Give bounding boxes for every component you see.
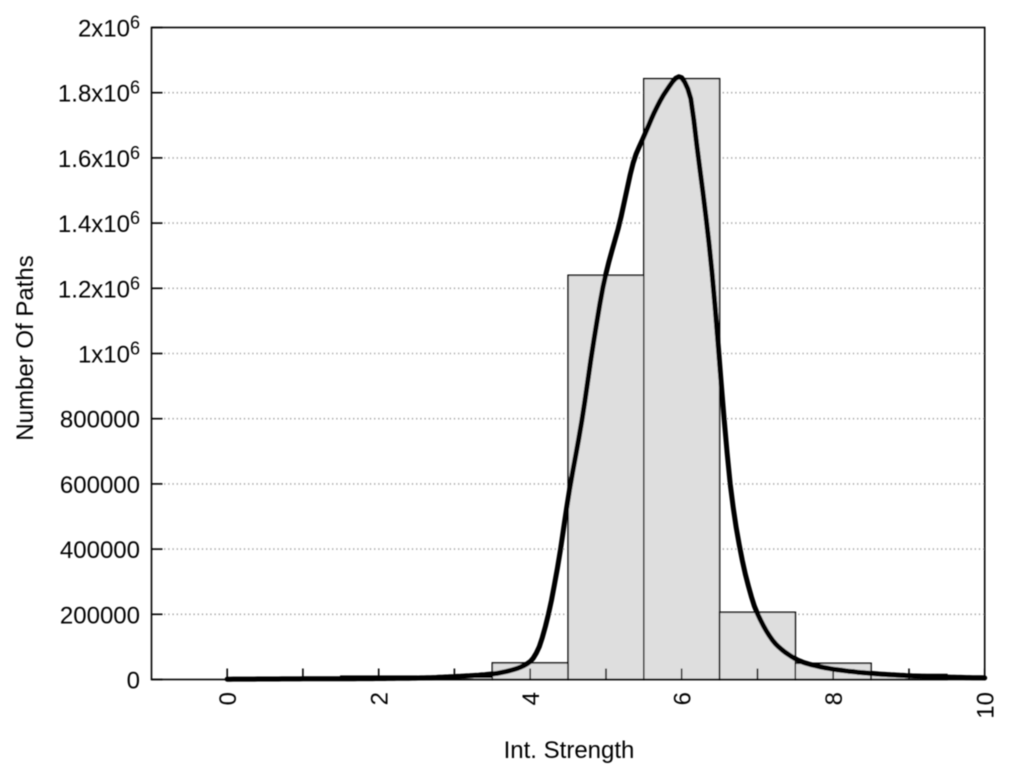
svg-text:1.8x106: 1.8x106 [58, 78, 140, 108]
svg-text:400000: 400000 [60, 537, 140, 564]
svg-text:1.4x106: 1.4x106 [58, 208, 140, 238]
svg-text:4: 4 [518, 692, 545, 705]
svg-text:Int. Strength: Int. Strength [504, 737, 635, 764]
svg-text:1.6x106: 1.6x106 [58, 143, 140, 173]
svg-text:1x106: 1x106 [78, 339, 140, 369]
svg-text:800000: 800000 [60, 407, 140, 434]
svg-text:200000: 200000 [60, 602, 140, 629]
svg-text:2x106: 2x106 [78, 13, 140, 43]
svg-text:10: 10 [972, 692, 999, 719]
svg-text:0: 0 [215, 692, 242, 705]
svg-text:8: 8 [821, 692, 848, 705]
svg-text:0: 0 [127, 668, 140, 695]
svg-text:Number Of Paths: Number Of Paths [12, 255, 39, 440]
svg-text:600000: 600000 [60, 472, 140, 499]
svg-text:6: 6 [669, 692, 696, 705]
svg-text:2: 2 [366, 692, 393, 705]
svg-text:1.2x106: 1.2x106 [58, 273, 140, 303]
